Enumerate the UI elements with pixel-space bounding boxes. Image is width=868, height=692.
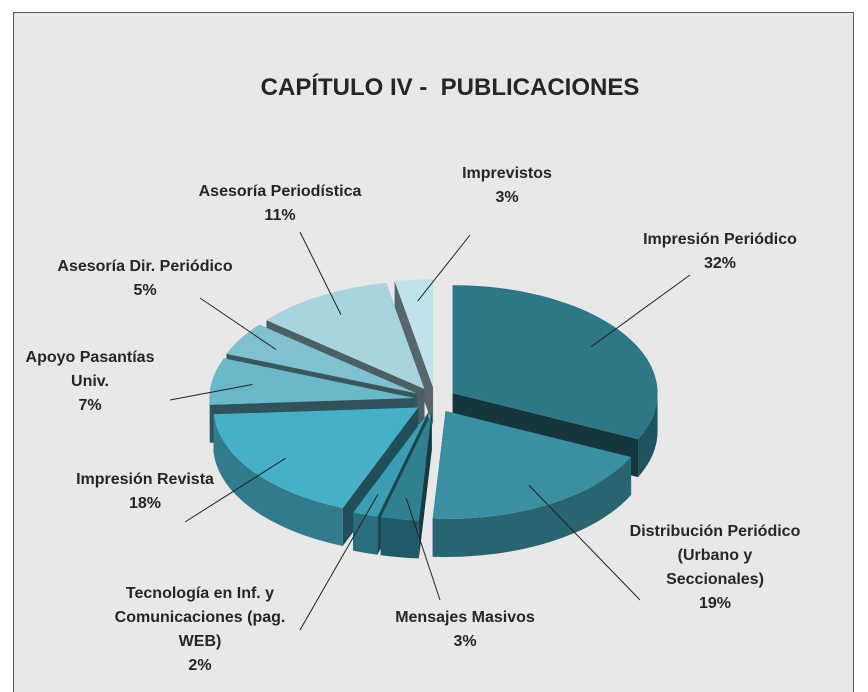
- category-label: Apoyo Pasantías Univ.: [25, 349, 155, 390]
- category-label: Tecnología en Inf. y Comunicaciones (pag…: [114, 585, 286, 650]
- leader-line: [528, 485, 641, 601]
- category-label: Asesoría Periodística: [198, 183, 362, 200]
- slice-top: [380, 412, 432, 521]
- leader-line: [199, 297, 277, 350]
- slice-top: [432, 411, 632, 520]
- slice-top: [209, 358, 415, 405]
- category-label: Mensajes Masivos: [395, 609, 535, 626]
- leader-line: [590, 274, 691, 348]
- data-label: Tecnología en Inf. y Comunicaciones (pag…: [115, 582, 286, 678]
- slice-top: [226, 324, 418, 394]
- value-label: 5%: [133, 282, 157, 299]
- data-label: Distribución Periódico (Urbano y Seccion…: [630, 520, 801, 616]
- slice: [432, 411, 632, 558]
- data-label: Impresión Revista 18%: [76, 468, 214, 516]
- data-label: Impresión Periódico 32%: [643, 228, 797, 276]
- slice: [380, 412, 432, 559]
- slice-wall: [638, 393, 658, 478]
- category-label: Imprevistos: [462, 165, 552, 182]
- slice-top: [353, 412, 429, 517]
- value-label: 18%: [128, 495, 162, 512]
- value-label: 3%: [495, 189, 519, 206]
- category-label: Impresión Revista: [76, 471, 214, 488]
- data-label: Asesoría Dir. Periódico 5%: [57, 255, 232, 303]
- chart-area: [13, 12, 854, 692]
- value-label: 11%: [264, 207, 296, 224]
- leader-line: [417, 234, 471, 302]
- data-label: Asesoría Periodística 11%: [199, 180, 362, 228]
- leader-line: [299, 494, 379, 631]
- leader-line: [299, 231, 342, 315]
- category-label: Distribución Periódico (Urbano y Seccion…: [629, 523, 801, 588]
- value-label: 19%: [698, 595, 732, 612]
- value-label: 7%: [78, 397, 102, 414]
- value-label: 2%: [188, 657, 212, 674]
- slice-top: [394, 279, 434, 388]
- data-label: Apoyo Pasantías Univ. 7%: [26, 346, 155, 418]
- slice-wall: [353, 512, 378, 555]
- slice-top: [452, 285, 658, 440]
- value-label: 32%: [703, 255, 737, 272]
- category-label: Impresión Periódico: [643, 231, 797, 248]
- chart-title: CAPÍTULO IV - PUBLICACIONES: [260, 74, 640, 101]
- value-label: 3%: [453, 633, 477, 650]
- slice-wall: [213, 414, 343, 546]
- data-label: Imprevistos 3%: [462, 162, 552, 210]
- slice-top: [266, 282, 425, 389]
- slice-top: [213, 407, 419, 508]
- leader-line: [184, 457, 286, 523]
- data-label: Mensajes Masivos 3%: [395, 606, 535, 654]
- slice-wall: [380, 517, 419, 559]
- leader-line: [169, 383, 253, 401]
- leader-line: [405, 497, 441, 601]
- slice-wall: [432, 457, 632, 558]
- category-label: Asesoría Dir. Periódico: [57, 258, 233, 275]
